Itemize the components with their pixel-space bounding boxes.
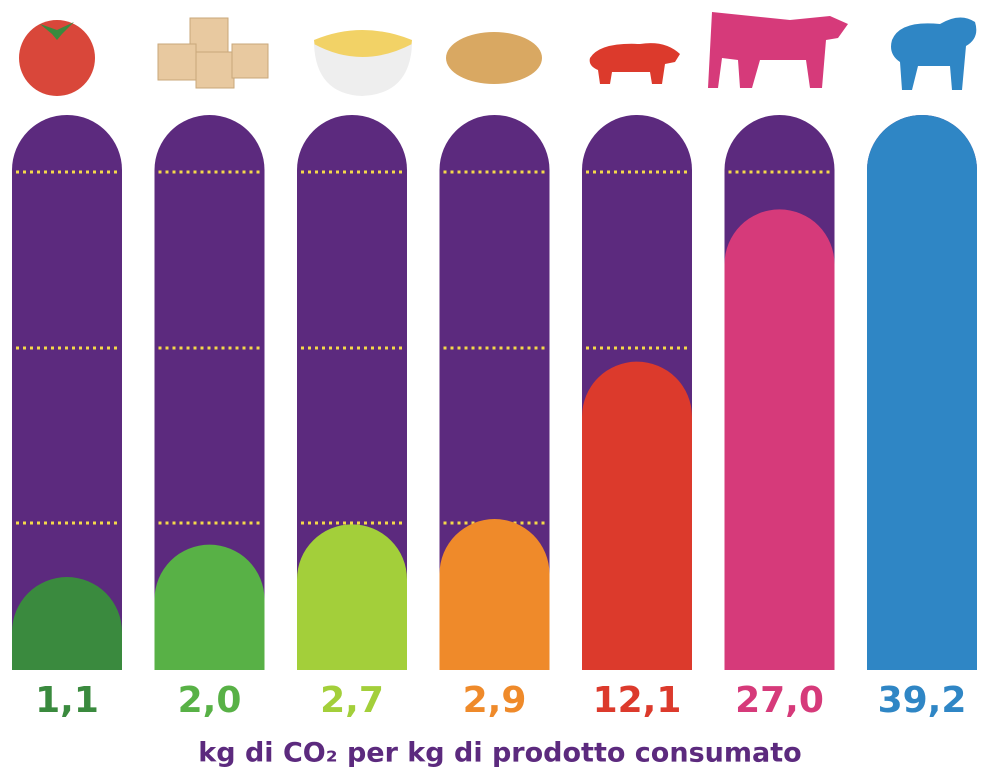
tofu-icon [157, 17, 269, 89]
bowl-icon [314, 44, 412, 96]
bar-track [154, 115, 265, 670]
value-label: 12,1 [593, 680, 682, 721]
bar [867, 115, 977, 670]
sheep-icon [891, 17, 977, 90]
bar [12, 577, 122, 670]
icons [19, 12, 977, 96]
bar [724, 209, 835, 671]
cow-icon [708, 12, 848, 88]
value-label: 2,0 [178, 680, 242, 721]
potato-icon [446, 32, 542, 84]
value-label: 27,0 [735, 680, 824, 721]
bar-track [12, 115, 122, 670]
value-label: 2,9 [463, 680, 527, 721]
value-label: 39,2 [878, 680, 967, 721]
tomato-leaf [40, 22, 74, 40]
chart-title: kg di CO₂ per kg di prodotto consumato [198, 738, 801, 769]
pig-icon [589, 43, 680, 84]
bar [297, 524, 407, 670]
value-label: 1,1 [35, 680, 99, 721]
bar [439, 519, 550, 670]
bar-track [297, 115, 407, 670]
bar [582, 361, 692, 670]
value-label: 2,7 [320, 680, 384, 721]
tomato-icon [19, 20, 95, 96]
bar [154, 544, 265, 670]
